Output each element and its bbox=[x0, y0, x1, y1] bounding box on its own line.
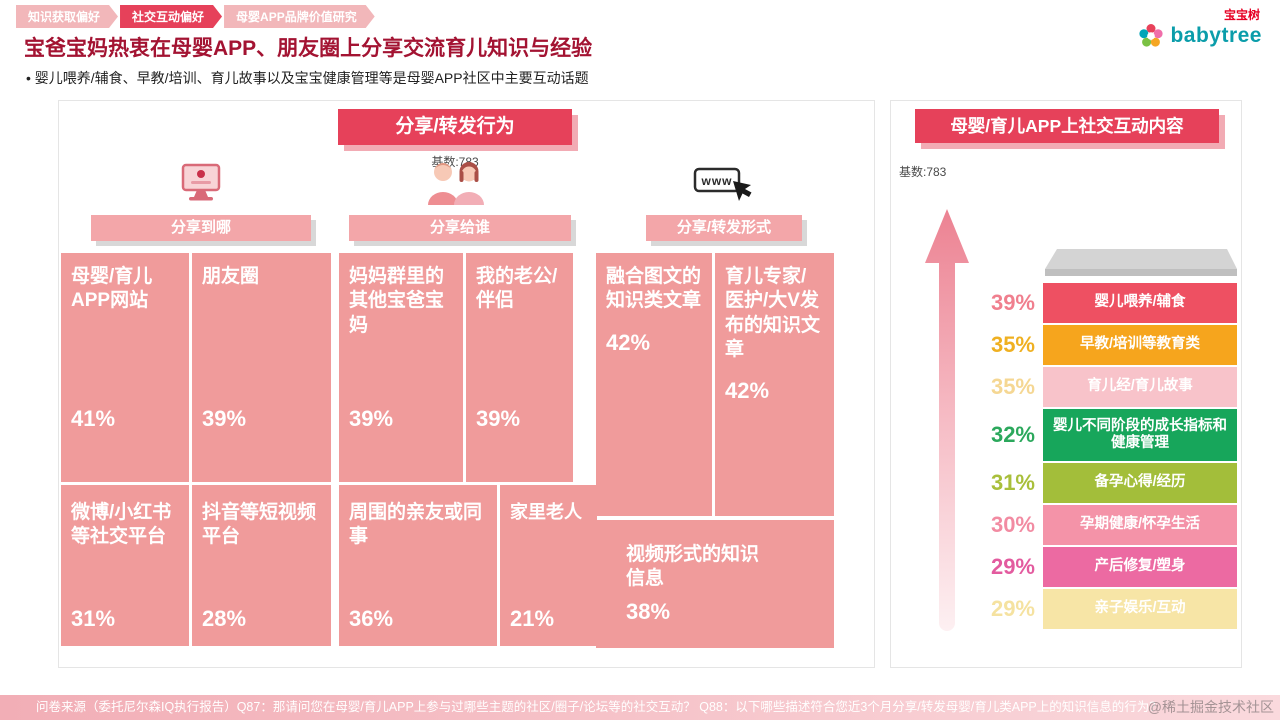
topic-row: 31% 备孕心得/经历 bbox=[975, 463, 1237, 503]
topic-bar: 婴儿不同阶段的成长指标和健康管理 bbox=[1043, 409, 1237, 461]
block-label: 视频形式的知识信息 bbox=[626, 543, 760, 589]
topic-pct: 30% bbox=[990, 512, 1035, 537]
block-wechat-moments: 朋友圈 39% bbox=[192, 253, 331, 482]
topic-row: 29% 产后修复/塑身 bbox=[975, 547, 1237, 587]
block-mixed-articles: 融合图文的知识类文章 42% bbox=[596, 253, 712, 516]
block-value: 21% bbox=[510, 606, 555, 631]
block-mom-group: 妈妈群里的其他宝爸宝妈 39% bbox=[339, 253, 463, 482]
tab-social-interaction-preference[interactable]: 社交互动偏好 bbox=[120, 5, 222, 28]
up-arrow-icon bbox=[925, 209, 969, 631]
block-label: 母婴/育儿APP网站 bbox=[71, 266, 153, 312]
topic-bar: 孕期健康/怀孕生活 bbox=[1043, 505, 1237, 545]
svg-text:www: www bbox=[700, 174, 732, 188]
block-app-website: 母婴/育儿APP网站 41% bbox=[61, 253, 189, 482]
social-content-panel: 母婴/育儿APP上社交互动内容 基数:783 39% 婴儿喂养/辅食 35 bbox=[890, 100, 1242, 668]
topic-bar: 备孕心得/经历 bbox=[1043, 463, 1237, 503]
right-panel-base-count: 基数:783 bbox=[899, 165, 947, 179]
block-value: 38% bbox=[626, 599, 671, 625]
block-label: 融合图文的知识类文章 bbox=[606, 266, 702, 312]
babytree-logo: babytree bbox=[1137, 22, 1262, 50]
block-value: 42% bbox=[725, 378, 770, 404]
group-header-share-with: 分享给谁 bbox=[349, 215, 571, 241]
block-value: 36% bbox=[349, 606, 394, 631]
right-panel-banner: 母婴/育儿APP上社交互动内容 bbox=[915, 109, 1219, 143]
topic-pct: 35% bbox=[990, 374, 1035, 399]
source-footer: 问卷来源（委托尼尔森IQ执行报告）Q87：那请问您在母婴/育儿APP上参与过哪些… bbox=[0, 695, 1280, 720]
block-value: 39% bbox=[476, 406, 521, 431]
block-label: 微博/小红书等社交平台 bbox=[71, 502, 172, 548]
block-value: 39% bbox=[202, 406, 247, 431]
www-cursor-icon: www bbox=[693, 161, 753, 212]
block-label: 我的老公/伴侣 bbox=[476, 266, 558, 312]
left-panel-banner: 分享/转发行为 bbox=[338, 109, 572, 145]
block-expert-articles: 育儿专家/医护/大V发布的知识文章 42% bbox=[715, 253, 834, 516]
block-elders: 家里老人 21% bbox=[500, 485, 597, 646]
block-value: 39% bbox=[349, 406, 394, 431]
block-label: 周围的亲友或同事 bbox=[349, 502, 483, 548]
topic-bar: 亲子娱乐/互动 bbox=[1043, 589, 1237, 629]
topic-bar: 产后修复/塑身 bbox=[1043, 547, 1237, 587]
3d-box-top-icon bbox=[1045, 249, 1237, 276]
block-weibo-social: 微博/小红书等社交平台 31% bbox=[61, 485, 189, 646]
block-spouse: 我的老公/伴侣 39% bbox=[466, 253, 573, 482]
topic-pct: 29% bbox=[990, 596, 1035, 621]
topic-row: 29% 亲子娱乐/互动 bbox=[975, 589, 1237, 629]
page-title: 宝爸宝妈热衷在母婴APP、朋友圈上分享交流育儿知识与经验 bbox=[24, 37, 593, 60]
block-value: 28% bbox=[202, 606, 247, 631]
topic-row: 35% 育儿经/育儿故事 bbox=[975, 367, 1237, 407]
block-label: 家里老人 bbox=[510, 502, 582, 522]
top-nav-tabs: 知识获取偏好 社交互动偏好 母婴APP品牌价值研究 bbox=[16, 5, 375, 28]
block-label: 朋友圈 bbox=[202, 266, 260, 287]
flower-icon bbox=[1139, 24, 1164, 47]
topic-pct: 31% bbox=[990, 470, 1035, 495]
block-label: 妈妈群里的其他宝爸宝妈 bbox=[349, 266, 445, 336]
topic-bar: 育儿经/育儿故事 bbox=[1043, 367, 1237, 407]
monitor-icon bbox=[178, 163, 224, 208]
block-video-knowledge: 视频形式的知识信息 38% bbox=[596, 520, 834, 648]
topic-row: 32% 婴儿不同阶段的成长指标和健康管理 bbox=[975, 409, 1237, 461]
topic-pct: 32% bbox=[990, 422, 1035, 447]
topic-bar: 早教/培训等教育类 bbox=[1043, 325, 1237, 365]
topic-bar: 婴儿喂养/辅食 bbox=[1043, 283, 1237, 323]
group-header-share-format: 分享/转发形式 bbox=[646, 215, 802, 241]
topic-row: 39% 婴儿喂养/辅食 bbox=[975, 283, 1237, 323]
topic-pct: 29% bbox=[990, 554, 1035, 579]
block-douyin-video: 抖音等短视频平台 28% bbox=[192, 485, 331, 646]
block-label: 育儿专家/医护/大V发布的知识文章 bbox=[725, 266, 821, 360]
brand-name-cn: 宝宝树 bbox=[1223, 8, 1260, 22]
block-value: 42% bbox=[606, 329, 651, 355]
tab-knowledge-preference[interactable]: 知识获取偏好 bbox=[16, 5, 118, 28]
block-friends-colleagues: 周围的亲友或同事 36% bbox=[339, 485, 497, 646]
topic-pct: 39% bbox=[990, 290, 1035, 315]
topic-rows: 39% 婴儿喂养/辅食 35% 早教/培训等教育类 35% 育儿经/育儿故事 3… bbox=[975, 283, 1237, 631]
group-header-share-to: 分享到哪 bbox=[91, 215, 311, 241]
share-behavior-panel: 分享/转发行为 基数:783 bbox=[58, 100, 875, 668]
block-value: 41% bbox=[71, 406, 116, 431]
block-label: 抖音等短视频平台 bbox=[202, 502, 317, 548]
topic-row: 35% 早教/培训等教育类 bbox=[975, 325, 1237, 365]
topic-pct: 35% bbox=[990, 332, 1035, 357]
tab-app-brand-value[interactable]: 母婴APP品牌价值研究 bbox=[224, 5, 375, 28]
subtitle-bullet: • 婴儿喂养/辅食、早教/培训、育儿故事以及宝宝健康管理等是母婴APP社区中主要… bbox=[26, 70, 589, 86]
brand-name: babytree bbox=[1170, 24, 1262, 47]
watermark: @稀土掘金技术社区 bbox=[1147, 699, 1274, 715]
couple-icon bbox=[424, 159, 488, 210]
topic-row: 30% 孕期健康/怀孕生活 bbox=[975, 505, 1237, 545]
block-value: 31% bbox=[71, 606, 116, 631]
